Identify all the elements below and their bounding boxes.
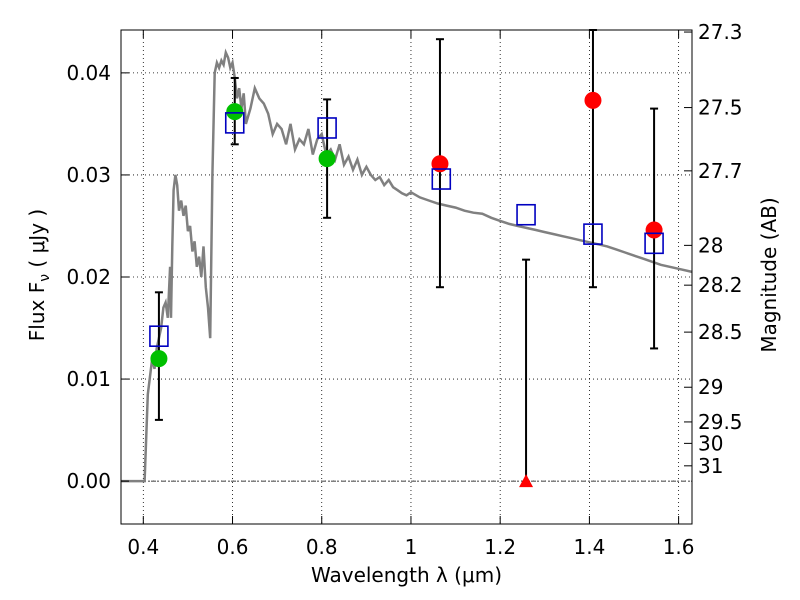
upper-limit-triangle [519, 474, 534, 488]
y2-tick-label: 27.5 [698, 96, 743, 120]
data-point-circle [645, 221, 663, 239]
x-axis-label: Wavelength λ (μm) [311, 563, 502, 587]
y-tick-label: 0.03 [66, 163, 111, 187]
x-tick-label: 0.6 [217, 535, 249, 559]
model-point-square [149, 325, 169, 347]
model-point-square [317, 117, 337, 139]
y-axis-label: Flux Fν ( μJy ) [25, 209, 53, 341]
y-axis-label-unit: ( μJy ) [25, 209, 49, 274]
y-tick-label: 0.00 [66, 469, 111, 493]
data-point-circle [584, 91, 602, 109]
x-tick-label: 1.6 [663, 535, 695, 559]
x-tick-label: 1.4 [573, 535, 605, 559]
data-point-circle [226, 103, 244, 121]
y2-tick-label: 27.7 [698, 159, 743, 183]
x-tick-label: 1 [405, 535, 418, 559]
model-point-square [583, 223, 603, 245]
y-tick-label: 0.04 [66, 61, 111, 85]
grid-lines [121, 30, 692, 524]
y2-tick-label: 28.2 [698, 273, 743, 297]
axis-ticks: 0.4 0.6 0.8 1 1.2 1.4 1.6 0.00 0.01 0.02 0.03 0.04 2… [66, 20, 742, 559]
y2-tick-label: 31 [698, 454, 723, 478]
y2-tick-label: 29.5 [698, 410, 743, 434]
y2-tick-label: 27.3 [698, 20, 743, 44]
y2-tick-label: 30 [698, 431, 723, 455]
x-tick-label: 0.4 [127, 535, 159, 559]
x-tick-label: 0.8 [306, 535, 338, 559]
y2-axis-label: Magnitude (AB) [757, 197, 781, 352]
y2-tick-label: 29 [698, 375, 723, 399]
y2-tick-label: 28 [698, 233, 723, 257]
x-tick-label: 1.2 [484, 535, 516, 559]
plot-frame [120, 29, 693, 525]
data-markers [149, 91, 664, 488]
error-bars [154, 29, 659, 482]
data-point-circle [431, 155, 449, 173]
y2-tick-label: 28.5 [698, 320, 743, 344]
model-point-square [644, 232, 664, 255]
data-point-circle [318, 150, 336, 168]
y-tick-label: 0.01 [66, 367, 111, 391]
y-tick-label: 0.02 [66, 265, 111, 289]
model-point-square [224, 112, 245, 134]
model-point-square [431, 168, 452, 190]
model-point-square [516, 203, 536, 226]
y-axis-label-main: Flux F [25, 282, 49, 341]
data-point-circle [150, 350, 168, 368]
sed-model-curve [121, 48, 693, 483]
y-axis-label-sub: ν [37, 274, 53, 282]
